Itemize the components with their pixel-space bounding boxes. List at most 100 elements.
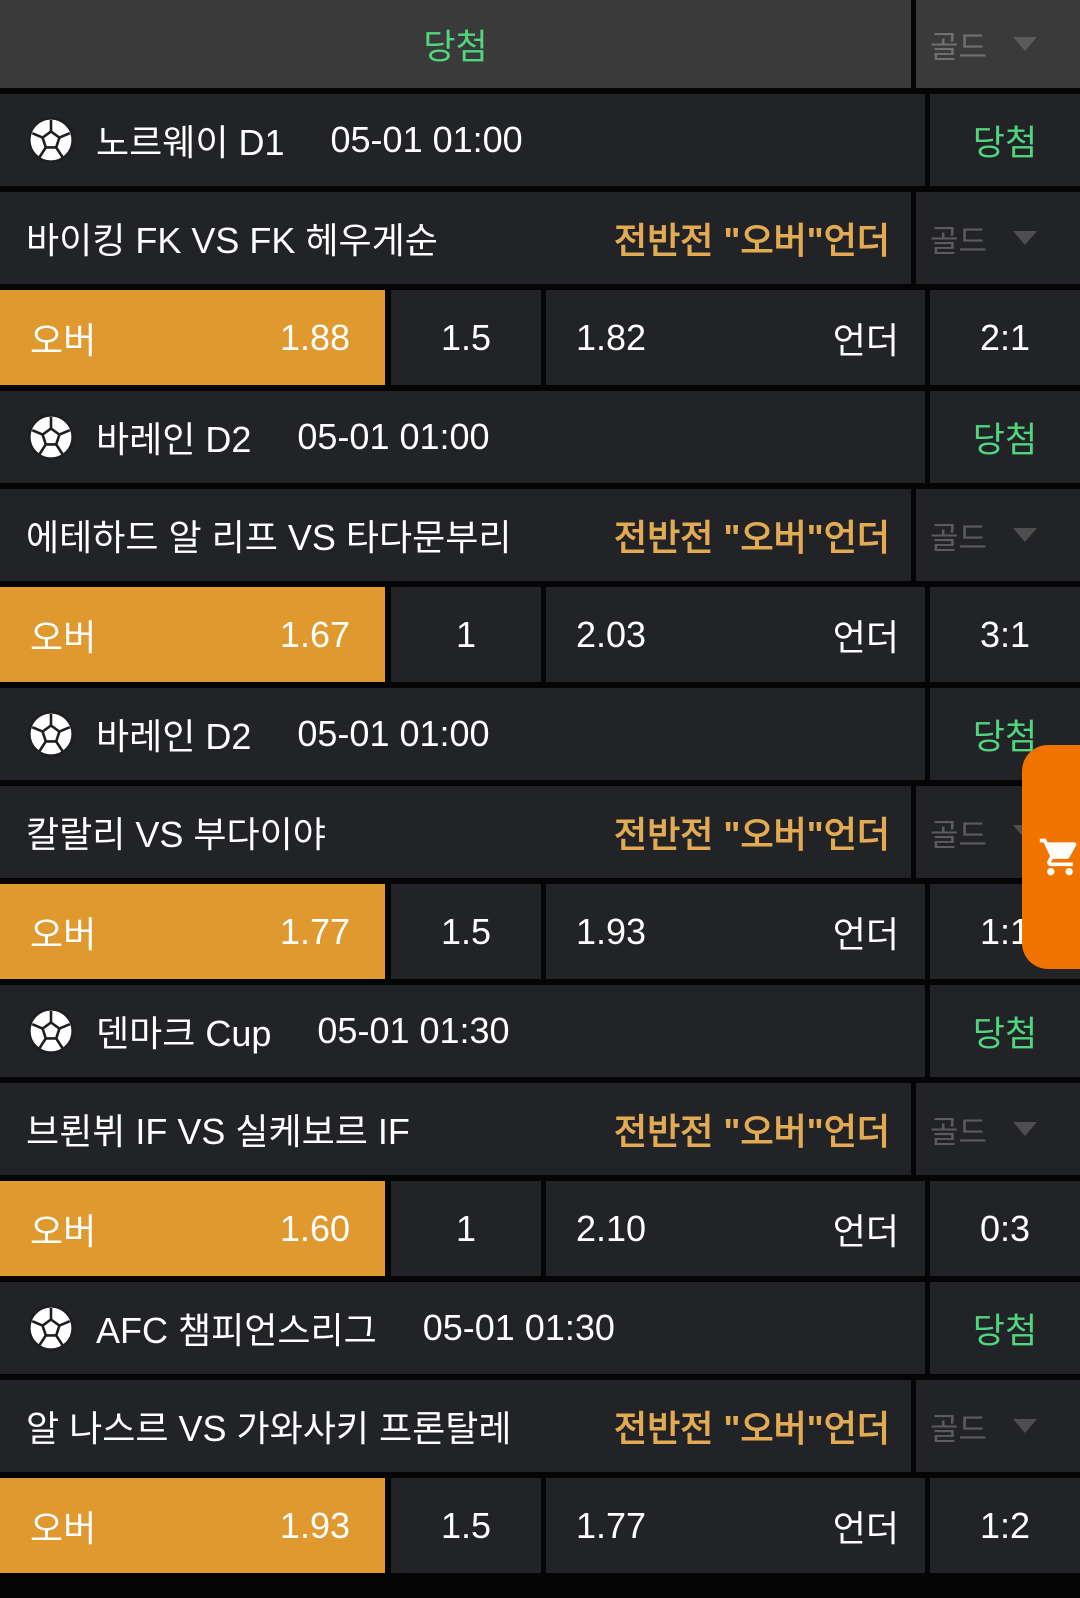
under-selection-button[interactable]: 1.93 언더	[546, 884, 925, 979]
odds-row: 오버 1.67 1 2.03 언더 3:1	[0, 587, 1080, 682]
chevron-down-icon	[1013, 231, 1038, 245]
score-value: 1:2	[979, 1504, 1031, 1546]
league-datetime: 05-01 01:00	[297, 713, 490, 754]
gold-filter[interactable]: 골드	[916, 1083, 1080, 1175]
chevron-down-icon	[1013, 1122, 1038, 1136]
odds-row: 오버 1.77 1.5 1.93 언더 1:1	[0, 884, 1080, 979]
teams-label: 에테하드 알 리프 VS 타다문부리	[26, 517, 512, 558]
soccer-ball-icon	[27, 413, 75, 461]
over-selection-button[interactable]: 오버 1.77	[0, 884, 385, 979]
line-value: 1.5	[440, 1504, 492, 1546]
under-selection-button[interactable]: 1.82 언더	[546, 290, 925, 385]
league-datetime: 05-01 01:00	[297, 416, 490, 457]
soccer-ball-icon	[27, 1007, 75, 1055]
handicap-line-cell: 1	[391, 587, 541, 682]
league-info: AFC 챔피언스리그 05-01 01:30	[0, 1282, 925, 1374]
match-row: 알 나스르 VS 가와사키 프론탈레 전반전 "오버"언더 골드	[0, 1380, 1080, 1472]
gold-filter[interactable]: 골드	[916, 489, 1080, 581]
over-odds: 1.60	[279, 1207, 350, 1249]
score-value: 2:1	[979, 316, 1031, 358]
under-label: 언더	[832, 913, 899, 955]
cart-button[interactable]	[1022, 745, 1080, 969]
over-odds: 1.93	[279, 1504, 350, 1546]
over-selection-button[interactable]: 오버 1.93	[0, 1478, 385, 1573]
under-selection-button[interactable]: 2.10 언더	[546, 1181, 925, 1276]
market-label: 전반전 "오버"언더	[614, 1408, 890, 1449]
line-value: 1	[455, 613, 477, 655]
header-title: 당첨	[423, 27, 488, 67]
header-gold-filter[interactable]: 골드	[916, 0, 1080, 88]
market-label: 전반전 "오버"언더	[614, 814, 890, 855]
handicap-line-cell: 1.5	[391, 1478, 541, 1573]
win-badge: 당첨	[972, 420, 1038, 460]
header: 당첨 골드	[0, 0, 1080, 88]
shopping-cart-icon	[1039, 838, 1077, 876]
under-selection-button[interactable]: 2.03 언더	[546, 587, 925, 682]
teams-label: 알 나스르 VS 가와사키 프론탈레	[26, 1408, 512, 1449]
league-row: 바레인 D2 05-01 01:00 당첨	[0, 391, 1080, 483]
league-row: 바레인 D2 05-01 01:00 당첨	[0, 688, 1080, 780]
under-odds: 1.93	[576, 910, 647, 952]
gold-filter-label: 골드	[930, 1411, 988, 1447]
over-label: 오버	[30, 1507, 97, 1549]
handicap-line-cell: 1.5	[391, 884, 541, 979]
league-info: 바레인 D2 05-01 01:00	[0, 391, 925, 483]
over-odds: 1.77	[279, 910, 350, 952]
league-row: AFC 챔피언스리그 05-01 01:30 당첨	[0, 1282, 1080, 1374]
over-label: 오버	[30, 319, 97, 361]
win-badge: 당첨	[972, 1014, 1038, 1054]
match-info: 에테하드 알 리프 VS 타다문부리 전반전 "오버"언더	[0, 489, 911, 581]
score-value: 3:1	[979, 613, 1031, 655]
over-odds: 1.88	[279, 316, 350, 358]
league-datetime: 05-01 01:30	[317, 1010, 510, 1051]
gold-filter[interactable]: 골드	[916, 1380, 1080, 1472]
match-info: 브뢴뷔 IF VS 실케보르 IF 전반전 "오버"언더	[0, 1083, 911, 1175]
teams-label: 칼랄리 VS 부다이야	[26, 814, 326, 855]
win-status-cell: 당첨	[930, 391, 1080, 483]
soccer-ball-icon	[27, 710, 75, 758]
match-row: 에테하드 알 리프 VS 타다문부리 전반전 "오버"언더 골드	[0, 489, 1080, 581]
market-label: 전반전 "오버"언더	[614, 517, 890, 558]
over-label: 오버	[30, 1210, 97, 1252]
score-cell: 1:2	[930, 1478, 1080, 1573]
under-label: 언더	[832, 1507, 899, 1549]
gold-filter-label: 골드	[930, 520, 988, 556]
teams-label: 브뢴뷔 IF VS 실케보르 IF	[26, 1111, 410, 1152]
match-info: 바이킹 FK VS FK 헤우게순 전반전 "오버"언더	[0, 192, 911, 284]
league-info: 덴마크 Cup 05-01 01:30	[0, 985, 925, 1077]
score-cell: 0:3	[930, 1181, 1080, 1276]
win-status-cell: 당첨	[930, 688, 1080, 780]
header-title-cell: 당첨	[0, 0, 911, 88]
league-name: 바레인 D2	[96, 419, 252, 460]
under-odds: 2.03	[576, 613, 647, 655]
league-row: 덴마크 Cup 05-01 01:30 당첨	[0, 985, 1080, 1077]
line-value: 1.5	[440, 316, 492, 358]
league-row: 노르웨이 D1 05-01 01:00 당첨	[0, 94, 1080, 186]
win-badge: 당첨	[972, 717, 1038, 757]
odds-row: 오버 1.88 1.5 1.82 언더 2:1	[0, 290, 1080, 385]
chevron-down-icon	[1013, 1419, 1038, 1433]
score-cell: 2:1	[930, 290, 1080, 385]
gold-filter[interactable]: 골드	[916, 192, 1080, 284]
soccer-ball-icon	[27, 116, 75, 164]
bottom-spacer	[0, 1579, 1080, 1598]
match-info: 칼랄리 VS 부다이야 전반전 "오버"언더	[0, 786, 911, 878]
over-selection-button[interactable]: 오버 1.88	[0, 290, 385, 385]
line-value: 1	[455, 1207, 477, 1249]
win-status-cell: 당첨	[930, 985, 1080, 1077]
win-badge: 당첨	[972, 1311, 1038, 1351]
gold-filter-label: 골드	[930, 223, 988, 259]
over-selection-button[interactable]: 오버 1.67	[0, 587, 385, 682]
under-selection-button[interactable]: 1.77 언더	[546, 1478, 925, 1573]
under-odds: 1.77	[576, 1504, 647, 1546]
over-selection-button[interactable]: 오버 1.60	[0, 1181, 385, 1276]
match-row: 칼랄리 VS 부다이야 전반전 "오버"언더 골드	[0, 786, 1080, 878]
odds-row: 오버 1.60 1 2.10 언더 0:3	[0, 1181, 1080, 1276]
market-label: 전반전 "오버"언더	[614, 220, 890, 261]
line-value: 1.5	[440, 910, 492, 952]
chevron-down-icon	[1013, 528, 1038, 542]
handicap-line-cell: 1	[391, 1181, 541, 1276]
win-status-cell: 당첨	[930, 1282, 1080, 1374]
match-row: 바이킹 FK VS FK 헤우게순 전반전 "오버"언더 골드	[0, 192, 1080, 284]
match-info: 알 나스르 VS 가와사키 프론탈레 전반전 "오버"언더	[0, 1380, 911, 1472]
